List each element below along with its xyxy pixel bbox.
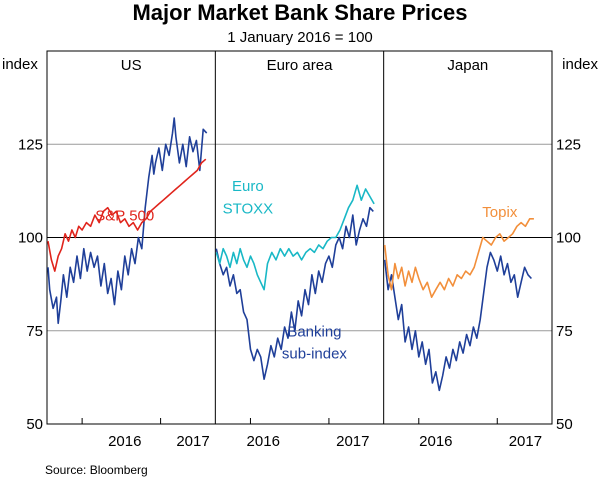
panel-euro-area: Euro area 2016 2017 Euro STOXX Banking sub-ind… xyxy=(215,57,375,450)
series-annotation: Banking xyxy=(287,323,341,340)
y-tick-label-left: 125 xyxy=(18,136,43,153)
x-tick-label: 2016 xyxy=(108,433,141,450)
x-tick-label: 2017 xyxy=(176,433,209,450)
series-line-s-p-500 xyxy=(47,158,207,272)
series-line-euro-stoxx xyxy=(215,184,375,291)
chart-title: Major Market Bank Share Prices xyxy=(132,0,467,25)
series-line-banking-sub-index xyxy=(47,117,208,325)
series-annotation: sub-index xyxy=(282,346,348,363)
y-axis-label-right: index xyxy=(562,56,598,73)
y-axis-label-left: index xyxy=(2,56,38,73)
y-tick-label-right: 125 xyxy=(556,136,581,153)
series-line-banking-sub-index xyxy=(383,251,532,392)
y-tick-label-right: 75 xyxy=(556,323,573,340)
panel-title: Euro area xyxy=(267,57,334,74)
x-tick-label: 2016 xyxy=(247,433,280,450)
y-tick-label-right: 50 xyxy=(556,416,573,433)
y-tick-label-left: 100 xyxy=(18,230,43,247)
y-tick-label-left: 75 xyxy=(26,323,43,340)
y-tick-label-right: 100 xyxy=(556,230,581,247)
plot-frame xyxy=(46,50,553,425)
x-tick-label: 2017 xyxy=(336,433,369,450)
series-line-topix xyxy=(383,218,534,298)
series-line-banking-sub-index xyxy=(215,206,374,380)
series-annotation: STOXX xyxy=(223,200,274,217)
panel-title: Japan xyxy=(447,57,488,74)
panel-title: US xyxy=(121,57,142,74)
series-annotation: Euro xyxy=(232,178,264,195)
y-tick-label-left: 50 xyxy=(26,416,43,433)
panel-japan: Japan 2016 2017 Topix xyxy=(383,57,542,450)
series-annotation: Topix xyxy=(482,204,518,221)
plot-area: 50 50 75 75 100 100 125 125 US 2016 2017 S&P 500 Eur… xyxy=(18,50,581,450)
chart-subtitle: 1 January 2016 = 100 xyxy=(227,29,373,46)
x-tick-label: 2017 xyxy=(509,433,542,450)
source-note: Source: Bloomberg xyxy=(45,463,148,477)
series-annotation: S&P 500 xyxy=(95,208,154,225)
panel-us: US 2016 2017 S&P 500 xyxy=(47,57,210,450)
x-tick-label: 2016 xyxy=(419,433,452,450)
